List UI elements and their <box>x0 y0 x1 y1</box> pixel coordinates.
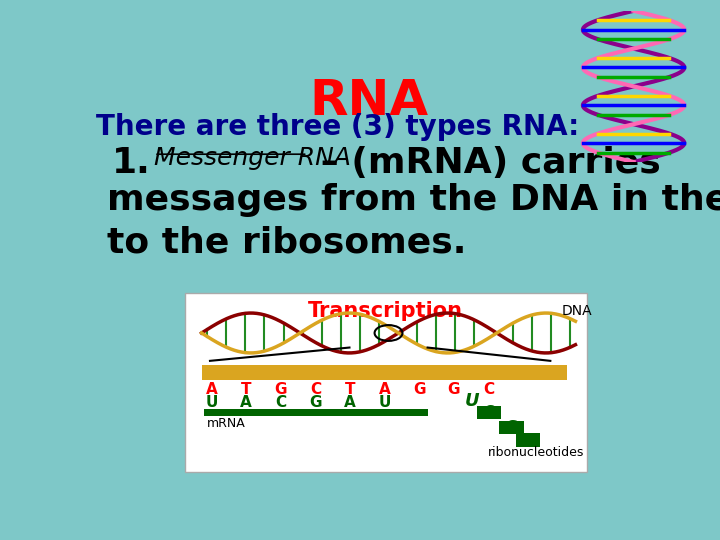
Text: A: A <box>379 382 390 396</box>
Text: T: T <box>345 382 355 396</box>
Text: G: G <box>505 420 518 435</box>
FancyBboxPatch shape <box>204 409 428 416</box>
FancyBboxPatch shape <box>499 421 523 434</box>
Text: A: A <box>206 382 217 396</box>
Text: T: T <box>241 382 251 396</box>
Text: ribonucleotides: ribonucleotides <box>488 446 585 459</box>
Text: G: G <box>309 395 322 410</box>
Text: U: U <box>465 392 480 410</box>
Text: DNA: DNA <box>562 304 592 318</box>
FancyBboxPatch shape <box>516 433 540 447</box>
Text: C: C <box>275 395 287 410</box>
FancyBboxPatch shape <box>202 365 567 380</box>
Text: Transcription: Transcription <box>308 301 463 321</box>
Text: mRNA: mRNA <box>207 417 246 430</box>
Text: A: A <box>240 395 252 410</box>
Text: A: A <box>344 395 356 410</box>
Text: C: C <box>310 382 321 396</box>
Text: C: C <box>483 406 495 420</box>
FancyBboxPatch shape <box>185 294 587 472</box>
Text: G: G <box>448 382 460 396</box>
Text: C: C <box>483 382 494 396</box>
Text: G: G <box>274 382 287 396</box>
Text: messages from the DNA in the nucleus
to the ribosomes.: messages from the DNA in the nucleus to … <box>107 183 720 259</box>
Text: – (mRNA) carries: – (mRNA) carries <box>307 146 660 180</box>
Text: Messenger RNA: Messenger RNA <box>154 146 351 170</box>
Text: 1.: 1. <box>112 146 151 180</box>
Text: U: U <box>379 395 391 410</box>
Text: U: U <box>205 395 218 410</box>
Text: There are three (3) types RNA:: There are three (3) types RNA: <box>96 113 579 140</box>
Text: G: G <box>413 382 426 396</box>
FancyBboxPatch shape <box>477 406 501 420</box>
Text: RNA: RNA <box>310 77 428 125</box>
